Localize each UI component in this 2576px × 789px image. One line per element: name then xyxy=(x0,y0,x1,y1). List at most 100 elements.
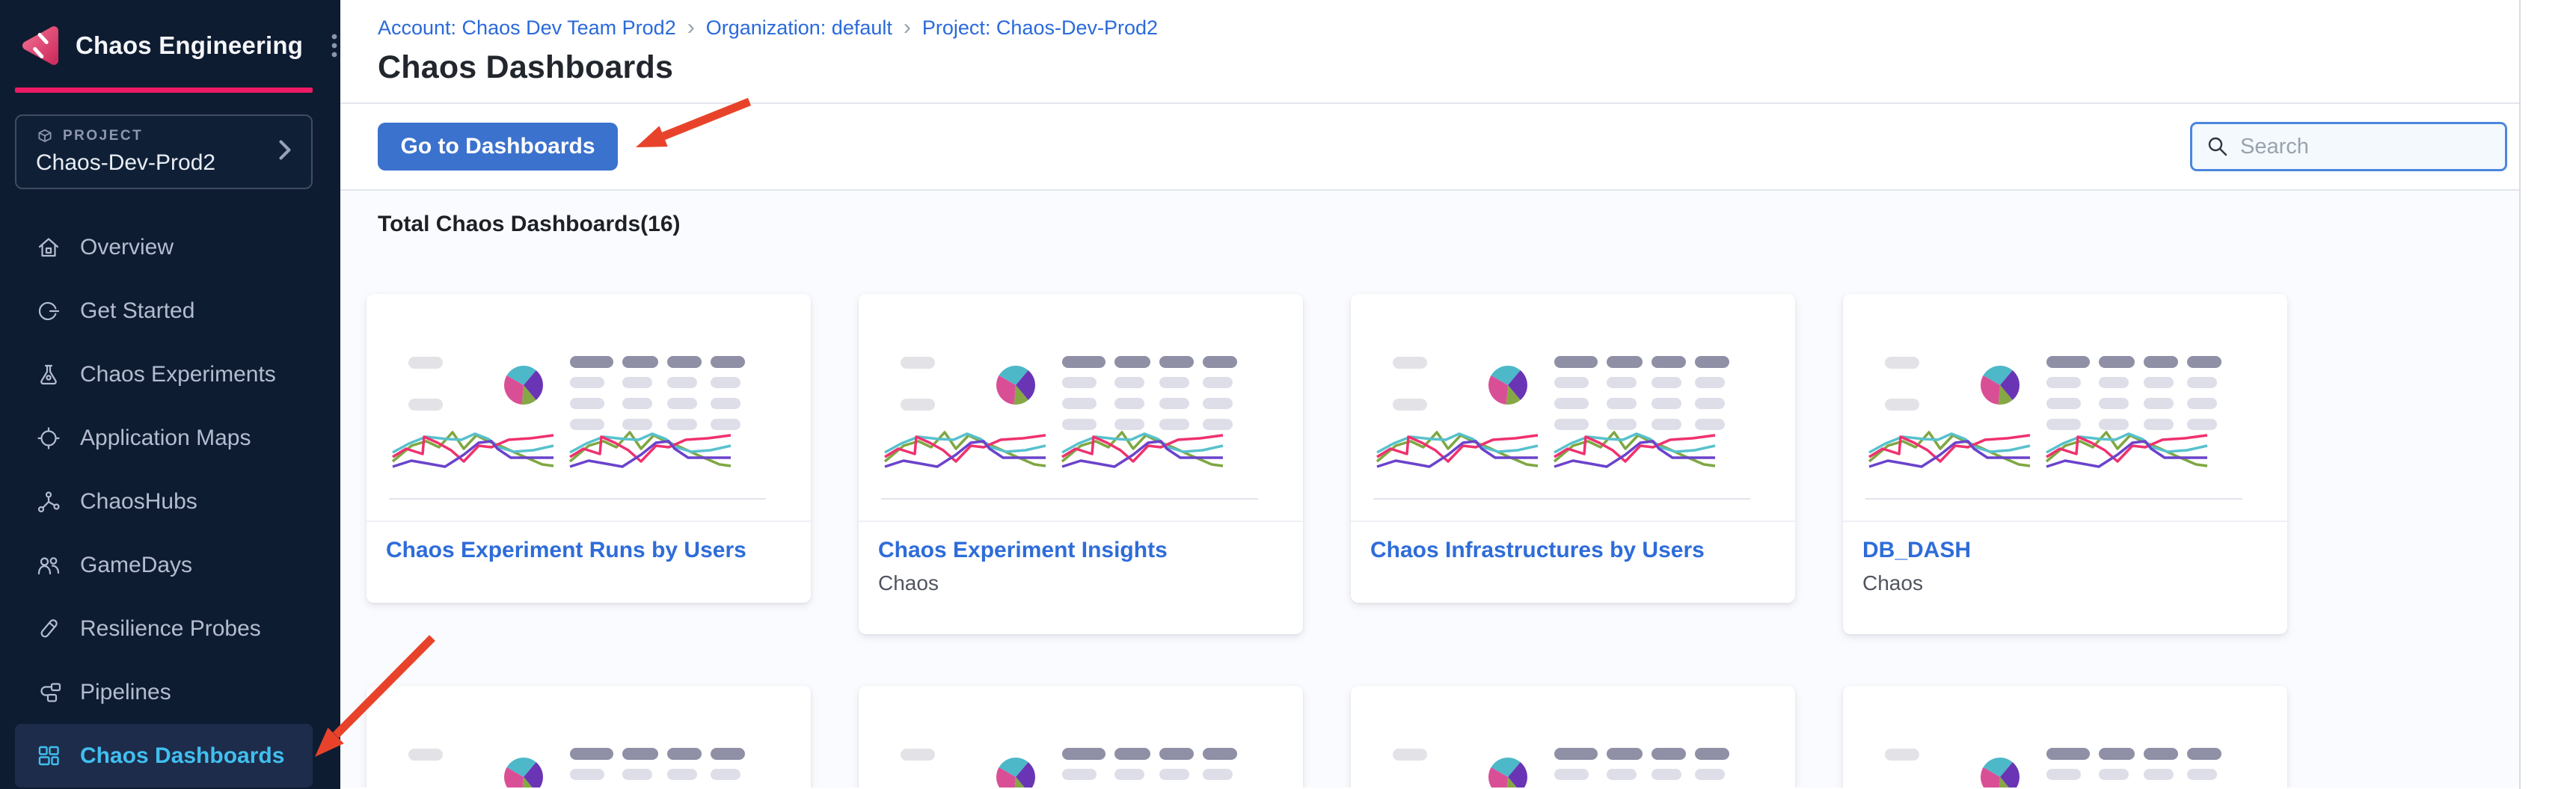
dashboard-card[interactable] xyxy=(859,686,1303,788)
flask-icon xyxy=(36,362,61,387)
dashboard-placeholder-graphic xyxy=(901,748,1237,788)
dashboard-card[interactable] xyxy=(367,686,811,788)
table-glyph-rows xyxy=(1062,377,1233,430)
sidebar-item-pipelines[interactable]: Pipelines xyxy=(15,660,313,724)
chevron-right-icon xyxy=(275,139,295,165)
sidebar-item-label: Resilience Probes xyxy=(80,615,261,641)
sidebar-item-gamedays[interactable]: GameDays xyxy=(15,533,313,597)
table-glyph-header xyxy=(1554,356,1729,368)
pie-chart-glyph xyxy=(996,366,1035,405)
table-glyph-header xyxy=(1554,748,1729,760)
dashboard-thumbnail xyxy=(859,686,1303,788)
logo-row: Chaos Engineering xyxy=(0,0,355,69)
table-glyph-header xyxy=(2046,356,2221,368)
sidebar-nav: Overview Get Started Chaos Experiments A… xyxy=(0,215,340,788)
breadcrumb-account-link[interactable]: Account: Chaos Dev Team Prod2 xyxy=(378,16,676,39)
pipeline-icon xyxy=(36,680,61,705)
right-gutter xyxy=(2519,0,2576,789)
line-chart-glyph xyxy=(883,431,1046,468)
sidebar-item-chaos-experiments[interactable]: Chaos Experiments xyxy=(15,343,313,406)
dashboard-card[interactable]: Chaos Experiment Runs by Users xyxy=(367,294,811,603)
project-selector[interactable]: PROJECT Chaos-Dev-Prod2 xyxy=(15,114,313,189)
dashboard-thumbnail xyxy=(367,686,811,788)
breadcrumb-organization-link[interactable]: Organization: default xyxy=(705,16,892,39)
hub-icon xyxy=(36,489,61,515)
sidebar-item-label: Get Started xyxy=(80,298,195,323)
dashboard-card-title[interactable]: Chaos Infrastructures by Users xyxy=(1370,538,1705,562)
sidebar-item-label: Chaos Experiments xyxy=(80,361,276,387)
harness-logo-icon[interactable] xyxy=(19,22,62,69)
dashboard-placeholder-graphic xyxy=(1373,356,1750,500)
dashboard-card[interactable] xyxy=(1843,686,2287,788)
dashboard-placeholder-graphic xyxy=(389,356,766,500)
dashboard-card[interactable]: Chaos Infrastructures by Users xyxy=(1351,294,1795,603)
go-to-dashboards-button[interactable]: Go to Dashboards xyxy=(378,123,618,171)
dashboard-card[interactable]: DB_DASH Chaos xyxy=(1843,294,2287,634)
dashboard-cards-row-1: Chaos Experiment Runs by Users xyxy=(367,294,2519,634)
sidebar-item-overview[interactable]: Overview xyxy=(15,215,313,279)
dashboard-card-subtitle: Chaos xyxy=(1862,571,1923,595)
dashboard-card-title[interactable]: Chaos Experiment Insights xyxy=(878,538,1168,562)
table-glyph-rows xyxy=(1554,377,1725,430)
dashboard-thumbnail xyxy=(1351,686,1795,788)
main-area: Account: Chaos Dev Team Prod2 › Organiza… xyxy=(340,0,2519,789)
line-chart-glyph xyxy=(1553,431,1716,468)
sidebar-item-resilience-probes[interactable]: Resilience Probes xyxy=(15,597,313,660)
search-icon xyxy=(2206,135,2230,159)
sidebar-item-label: Chaos Dashboards xyxy=(80,743,285,768)
get-started-icon xyxy=(36,298,61,324)
sidebar-item-label: ChaosHubs xyxy=(80,488,197,514)
pie-chart-glyph xyxy=(996,758,1035,788)
table-glyph-rows xyxy=(1062,769,1233,780)
search-input[interactable] xyxy=(2240,134,2491,159)
brand-divider xyxy=(15,88,313,93)
dashboard-placeholder-graphic xyxy=(1885,748,2221,788)
table-glyph-header xyxy=(570,356,745,368)
sidebar: Chaos Engineering PROJECT Chaos xyxy=(0,0,355,789)
table-glyph-rows xyxy=(2046,769,2217,780)
dashboard-thumbnail xyxy=(367,294,811,522)
pie-chart-glyph xyxy=(1488,366,1527,405)
sidebar-item-label: Overview xyxy=(80,234,174,260)
line-chart-glyph xyxy=(391,431,554,468)
dashboard-card[interactable] xyxy=(1351,686,1795,788)
dashboard-thumbnail xyxy=(1843,686,2287,788)
line-chart-glyph xyxy=(1868,431,2031,468)
home-icon xyxy=(36,235,61,260)
table-glyph-rows xyxy=(570,377,740,430)
search-box[interactable] xyxy=(2190,122,2507,171)
people-icon xyxy=(36,553,61,578)
table-glyph-rows xyxy=(570,769,740,780)
sidebar-item-get-started[interactable]: Get Started xyxy=(15,279,313,343)
dashboards-content: Total Chaos Dashboards(16) xyxy=(340,191,2519,788)
line-chart-glyph xyxy=(2045,431,2208,468)
breadcrumb-separator: › xyxy=(903,15,911,40)
pie-chart-glyph xyxy=(1981,758,2020,788)
line-chart-glyph xyxy=(568,431,732,468)
dashboard-card-title[interactable]: DB_DASH xyxy=(1862,538,1972,562)
page-title: Chaos Dashboards xyxy=(378,49,674,85)
line-chart-glyph xyxy=(1061,431,1224,468)
sidebar-item-application-maps[interactable]: Application Maps xyxy=(15,406,313,470)
cube-icon xyxy=(36,128,54,144)
pie-chart-glyph xyxy=(504,758,543,788)
table-glyph-header xyxy=(2046,748,2221,760)
dashboard-thumbnail xyxy=(859,294,1303,522)
dashboard-card[interactable]: Chaos Experiment Insights Chaos xyxy=(859,294,1303,634)
dashboard-cards-row-2 xyxy=(367,686,2519,788)
table-glyph-rows xyxy=(1554,769,1725,780)
table-glyph-header xyxy=(1062,748,1237,760)
dashboard-card-title[interactable]: Chaos Experiment Runs by Users xyxy=(386,538,746,562)
total-dashboards-count: Total Chaos Dashboards(16) xyxy=(378,212,681,236)
sidebar-item-label: Pipelines xyxy=(80,679,171,704)
breadcrumb: Account: Chaos Dev Team Prod2 › Organiza… xyxy=(378,15,2519,40)
table-glyph-header xyxy=(1062,356,1237,368)
dashboard-placeholder-graphic xyxy=(1393,748,1729,788)
pie-chart-glyph xyxy=(1488,758,1527,788)
sidebar-item-chaos-dashboards[interactable]: Chaos Dashboards xyxy=(15,724,313,788)
breadcrumb-project-link[interactable]: Project: Chaos-Dev-Prod2 xyxy=(921,16,1159,39)
sidebar-item-label: GameDays xyxy=(80,552,193,577)
sidebar-item-chaoshubs[interactable]: ChaosHubs xyxy=(15,470,313,533)
dashboard-placeholder-graphic xyxy=(408,748,745,788)
